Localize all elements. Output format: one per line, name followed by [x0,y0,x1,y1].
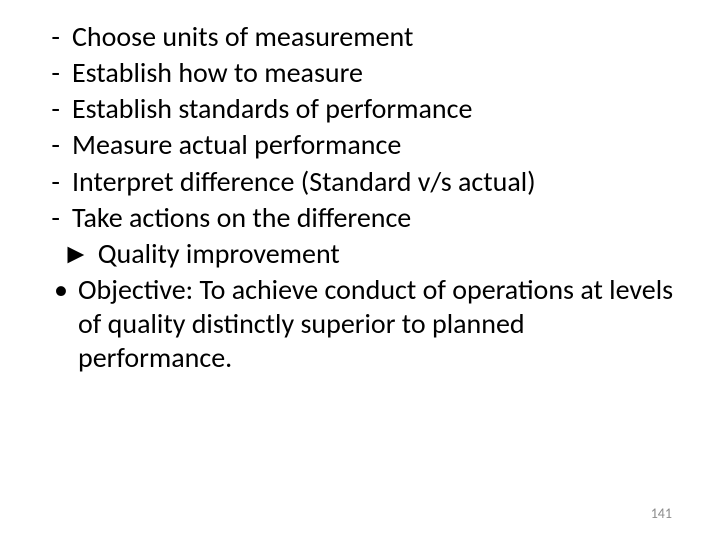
dash-marker: - [42,165,72,199]
bullet-item-text: Objective: To achieve conduct of operati… [78,273,678,375]
list-item: - Establish how to measure [42,56,678,90]
list-item-text: Establish standards of performance [72,92,678,126]
list-item: - Establish standards of performance [42,92,678,126]
dash-marker: - [42,92,72,126]
dash-marker: - [42,56,72,90]
dash-marker: - [42,20,72,54]
dash-marker: - [42,201,72,235]
list-item-text: Measure actual performance [72,128,678,162]
arrow-item: ► Quality improvement [42,237,678,271]
bullet-item: • Objective: To achieve conduct of opera… [42,273,678,375]
list-item: - Take actions on the difference [42,201,678,235]
list-item-text: Take actions on the difference [72,201,678,235]
list-item: - Interpret difference (Standard v/s act… [42,165,678,199]
list-item-text: Choose units of measurement [72,20,678,54]
list-item-text: Interpret difference (Standard v/s actua… [72,165,678,199]
dash-marker: - [42,128,72,162]
page-number: 141 [651,505,672,522]
list-item: - Measure actual performance [42,128,678,162]
list-item-text: Establish how to measure [72,56,678,90]
bullet-marker: • [46,273,78,375]
arrow-icon: ► [62,237,90,271]
slide-content: - Choose units of measurement - Establis… [42,20,678,378]
arrow-item-text: Quality improvement [98,237,340,271]
list-item: - Choose units of measurement [42,20,678,54]
